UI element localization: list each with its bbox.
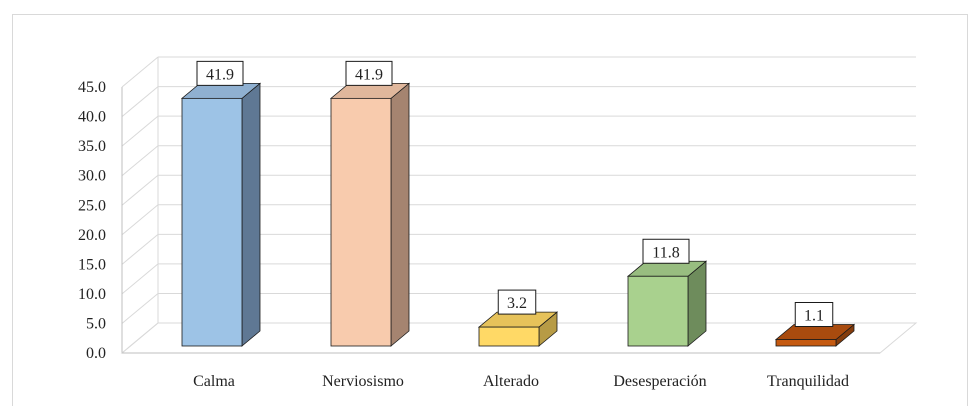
data-label-box [196, 60, 244, 86]
bar [775, 339, 837, 347]
data-label: 41.9 [355, 66, 383, 83]
y-tick-label: 45.0 [78, 79, 106, 96]
y-tick-label: 15.0 [78, 256, 106, 273]
y-tick-label: 35.0 [78, 138, 106, 155]
gridline-depth [121, 233, 159, 265]
y-tick-label: 0.0 [86, 345, 106, 362]
data-label: 41.9 [206, 66, 234, 83]
data-label: 1.1 [804, 307, 824, 324]
bar-side [390, 82, 410, 347]
data-label-box [642, 238, 690, 264]
bar [627, 275, 689, 347]
gridline-depth [121, 263, 159, 295]
data-label-box [497, 289, 537, 315]
data-label: 11.8 [652, 244, 679, 261]
data-label-box [794, 301, 834, 327]
y-tick-label: 30.0 [78, 168, 106, 185]
y-tick-label: 25.0 [78, 197, 106, 214]
gridline-depth [121, 293, 159, 324]
bar [478, 326, 540, 347]
bar-side [241, 82, 261, 347]
bar [330, 97, 392, 347]
x-category-label: Nerviosismo [322, 373, 404, 390]
y-tick-label: 40.0 [78, 109, 106, 126]
y-tick-label: 20.0 [78, 227, 106, 244]
y-tick-label: 10.0 [78, 286, 106, 303]
gridline-depth [121, 174, 159, 206]
gridline-depth [121, 115, 159, 147]
gridline-depth [121, 204, 159, 236]
gridline-depth [121, 86, 159, 117]
x-category-label: Tranquilidad [767, 373, 849, 390]
gridline-depth [121, 145, 159, 177]
x-category-label: Desesperación [613, 373, 706, 390]
data-label: 3.2 [507, 295, 527, 312]
gridline-depth [121, 56, 159, 88]
x-category-label: Alterado [483, 373, 539, 390]
x-category-label: Calma [193, 373, 235, 390]
y-tick-label: 5.0 [86, 315, 106, 332]
data-label-box [345, 60, 393, 86]
bar [181, 97, 243, 347]
